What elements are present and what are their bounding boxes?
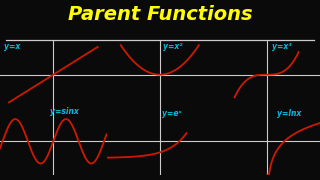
Text: y=sinx: y=sinx [50, 107, 78, 116]
Text: y=x²: y=x² [164, 42, 183, 51]
Text: y=x: y=x [4, 42, 20, 51]
Text: y=eˣ: y=eˣ [162, 109, 181, 118]
Text: Parent Functions: Parent Functions [68, 5, 252, 24]
Text: y=lnx: y=lnx [277, 109, 301, 118]
Text: y=x³: y=x³ [272, 42, 292, 51]
